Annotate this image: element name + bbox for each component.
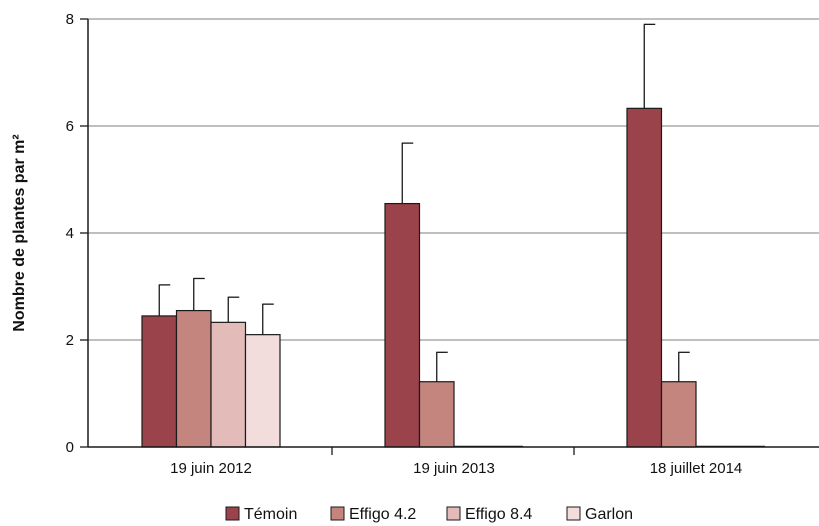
bar bbox=[626, 107, 663, 448]
y-axis-title: Nombre de plantes par m² bbox=[11, 134, 28, 331]
legend-label: Garlon bbox=[585, 506, 633, 523]
legend-swatch bbox=[566, 506, 581, 521]
y-tick-label: 0 bbox=[66, 439, 74, 456]
bar bbox=[175, 309, 212, 448]
bar bbox=[660, 381, 697, 448]
legend: Témoin Effigo 4.2 Effigo 8.4 Garlon bbox=[225, 506, 633, 523]
y-tick-label: 4 bbox=[66, 225, 74, 242]
bar bbox=[244, 334, 281, 448]
y-tick-label: 6 bbox=[66, 118, 74, 135]
gridlines bbox=[88, 18, 819, 341]
legend-label: Témoin bbox=[244, 506, 297, 523]
legend-label: Effigo 4.2 bbox=[349, 506, 416, 523]
error-bars bbox=[158, 23, 690, 382]
legend-item: Effigo 8.4 bbox=[446, 506, 532, 523]
bar bbox=[141, 315, 178, 448]
legend-swatch bbox=[330, 506, 345, 521]
legend-item: Témoin bbox=[225, 506, 297, 523]
legend-swatch bbox=[225, 506, 240, 521]
y-tick-labels: 0 2 4 6 8 bbox=[66, 11, 74, 456]
bar bbox=[418, 381, 455, 448]
axes bbox=[80, 18, 819, 455]
legend-label: Effigo 8.4 bbox=[465, 506, 532, 523]
y-tick-label: 8 bbox=[66, 11, 74, 28]
x-tick-label: 18 juillet 2014 bbox=[650, 460, 743, 477]
x-tick-label: 19 juin 2013 bbox=[413, 460, 495, 477]
legend-item: Effigo 4.2 bbox=[330, 506, 416, 523]
x-tick-label: 19 juin 2012 bbox=[170, 460, 252, 477]
bar bbox=[210, 321, 247, 448]
y-tick-label: 2 bbox=[66, 332, 74, 349]
x-tick-labels: 19 juin 2012 19 juin 2013 18 juillet 2014 bbox=[170, 460, 742, 477]
legend-swatch bbox=[446, 506, 461, 521]
bars bbox=[141, 107, 765, 448]
bar bbox=[384, 202, 421, 448]
legend-item: Garlon bbox=[566, 506, 633, 523]
